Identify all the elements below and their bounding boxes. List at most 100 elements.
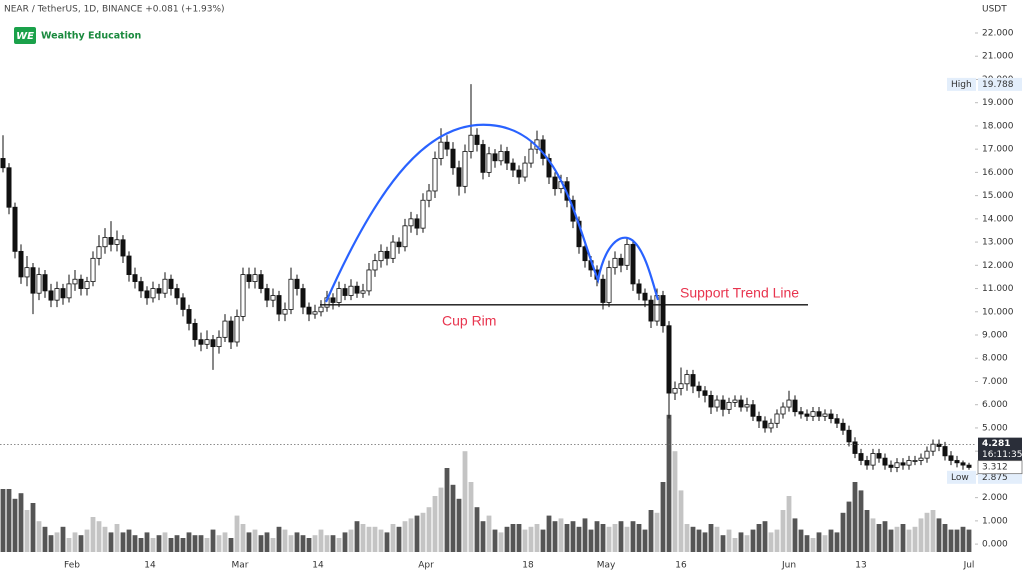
candle-body [240,274,246,317]
volume-bar [438,487,444,552]
volume-bar [192,535,198,552]
candle-body [246,274,252,282]
volume-bar [486,515,492,552]
candle-body [132,274,138,282]
candle-body [936,443,942,447]
candle-body [600,278,606,303]
candle-body [702,390,708,396]
volume-bar [744,535,750,552]
volume-bar [600,524,606,552]
price-tag [978,77,1022,91]
candle-body [924,450,930,459]
candle-body [318,306,324,313]
candle-body [354,285,360,294]
volume-bar [366,526,372,552]
candle-body [690,374,696,387]
volume-bar [864,510,870,552]
volume-bar [714,526,720,552]
candle-body [672,388,678,394]
volume-bar [138,538,144,552]
x-tick-label: 18 [522,561,534,571]
candle-body [648,299,654,322]
x-tick-label: Feb [64,561,80,571]
price-tag [978,470,1022,484]
last-price-tag [978,437,1022,462]
candle-body [474,134,480,145]
volume-bar [918,518,924,552]
candle-body [234,316,240,343]
volume-bar [372,526,378,552]
volume-bar [84,529,90,552]
candle-body [156,288,162,294]
candle-body [696,385,702,392]
volume-bar [894,526,900,552]
x-tick-label: Apr [418,561,434,571]
volume-bar [288,535,294,552]
volume-bar [594,521,600,552]
volume-bar [912,526,918,552]
volume-bar [678,490,684,552]
volume-bar [624,526,630,552]
cup-handle-curve [324,123,660,303]
candle-body [906,460,912,466]
volume-bar [96,521,102,552]
volume-bar [816,532,822,552]
volume-bar [216,535,222,552]
y-tick-label: 1.000 [982,516,1008,526]
y-tick-label: 10.000 [982,307,1014,317]
volume-bar [858,490,864,552]
volume-bar [648,510,654,552]
candle-body [180,297,186,310]
volume-bar [492,529,498,552]
volume-bar [540,529,546,552]
volume-bar [720,535,726,552]
y-tick-label: 2.000 [982,493,1008,503]
volume-bar [420,512,426,552]
volume-layer [0,414,972,552]
volume-bar [702,532,708,552]
volume-bar [162,532,168,552]
volume-bar [822,535,828,552]
volume-bar [840,512,846,552]
tag-caption: High [951,80,972,90]
candle-body [408,218,414,227]
volume-bar [30,503,36,552]
volume-bar [810,538,816,552]
candle-body [18,250,24,278]
volume-bar [330,535,336,552]
volume-bar [498,532,504,552]
volume-bar [522,529,528,552]
candle-body [792,399,798,413]
volume-bar [552,521,558,552]
candle-body [630,244,636,285]
candle-body [30,267,36,294]
candle-body [726,401,732,410]
volume-bar [954,529,960,552]
volume-bar [846,501,852,552]
candle-body [192,322,198,341]
candle-body [282,309,288,315]
candle-body [84,281,90,289]
volume-bar [756,524,762,552]
candle-body [852,441,858,454]
volume-bar [450,484,456,552]
volume-bar [180,538,186,552]
candle-body [336,288,342,303]
candle-body [78,278,84,289]
volume-bar [114,524,120,552]
brand-name: Wealthy Education [41,31,141,42]
tag-caption: Low [951,473,969,483]
volume-bar [408,518,414,552]
candle-body [828,413,834,420]
volume-bar [36,521,42,552]
candle-body [90,257,96,282]
candle-body [168,278,174,289]
candle-body [684,374,690,385]
volume-bar [258,535,264,552]
y-tick-label: 12.000 [982,261,1014,271]
candle-body [312,311,318,315]
annotation: Support Trend Line [680,285,799,301]
candle-body [36,274,42,294]
volume-bar [480,521,486,552]
price-tag-label: 19.788 [982,80,1014,90]
